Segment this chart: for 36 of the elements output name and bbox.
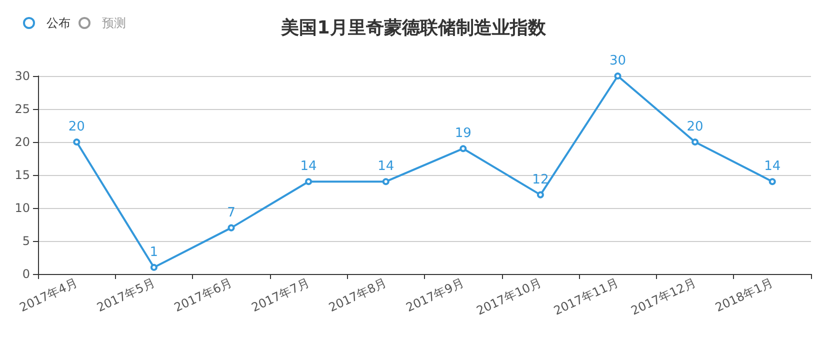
data-label: 20	[686, 120, 704, 134]
y-tick-label: 0	[22, 267, 30, 281]
x-tick-label: 2017年5月	[94, 276, 157, 315]
data-label: 20	[68, 120, 85, 134]
x-tick-label: 2017年9月	[404, 276, 466, 315]
data-label: 30	[609, 54, 626, 68]
x-tick-label: 2017年8月	[326, 276, 389, 315]
data-label: 12	[532, 172, 549, 188]
x-tick-label: 2018年1月	[713, 276, 776, 315]
x-tick-label: 2017年6月	[172, 276, 234, 315]
point	[768, 178, 776, 186]
y-tick-label: 30	[14, 69, 30, 83]
data-label: 7	[227, 205, 236, 220]
point	[228, 224, 235, 232]
y-tick-label: 20	[14, 135, 30, 149]
point	[150, 264, 158, 271]
point	[460, 145, 467, 152]
legend-label: 预测	[102, 16, 126, 30]
point	[382, 178, 390, 186]
data-label: 19	[454, 126, 472, 142]
legend-label: 公布	[46, 16, 70, 30]
y-tick-label: 10	[14, 201, 30, 215]
point	[73, 138, 80, 146]
point	[536, 191, 544, 198]
point	[614, 72, 622, 80]
x-tick-label: 2017年7月	[249, 276, 312, 315]
data-label: 14	[300, 159, 317, 174]
point	[305, 178, 312, 186]
y-tick-label: 5	[22, 234, 30, 248]
data-label: 14	[378, 159, 394, 174]
data-label: 14	[764, 159, 781, 174]
chart-title: 美国1月里奇蒙德联储制造业指数	[280, 18, 547, 38]
y-tick-label: 25	[14, 102, 30, 116]
y-tick-label: 15	[14, 168, 30, 182]
data-label: 1	[150, 244, 158, 260]
point	[692, 138, 699, 146]
